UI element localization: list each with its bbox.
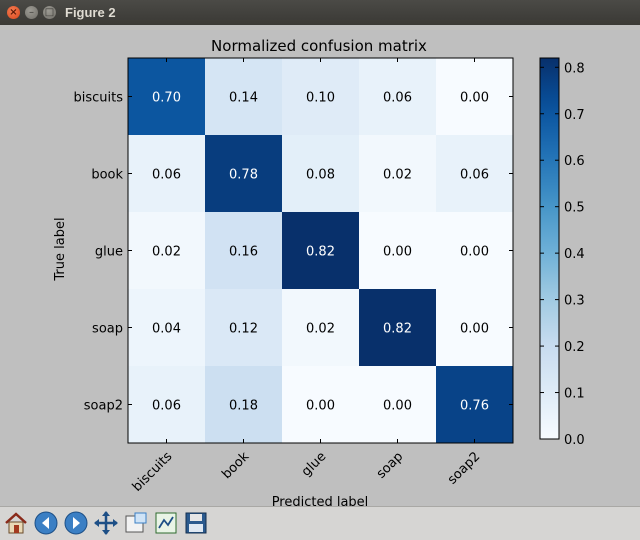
window-close-button[interactable]: × <box>7 6 20 19</box>
heatmap-cell <box>436 135 513 212</box>
heatmap-cell <box>205 212 282 289</box>
cell-value-label: 0.78 <box>229 168 258 183</box>
heatmap-cell <box>282 58 359 135</box>
y-tick-label: glue <box>95 245 123 260</box>
heatmap-cell <box>128 289 205 366</box>
heatmap-cell <box>128 366 205 443</box>
colorbar-tick-label: 0.5 <box>564 201 585 216</box>
save-button[interactable] <box>183 510 209 536</box>
cell-value-label: 0.00 <box>306 399 335 414</box>
heatmap-cell <box>436 58 513 135</box>
forward-button[interactable] <box>63 510 89 536</box>
cell-value-label: 0.04 <box>152 322 181 337</box>
zoom-button[interactable] <box>123 510 149 536</box>
heatmap-cell <box>359 212 436 289</box>
colorbar-tick-label: 0.2 <box>564 340 585 355</box>
colorbar-tick-label: 0.0 <box>564 433 585 448</box>
y-tick-label: soap <box>92 322 123 337</box>
y-axis-label: True label <box>53 217 68 281</box>
y-tick-label: biscuits <box>73 91 123 106</box>
zoom-rect-icon <box>125 512 147 533</box>
heatmap-cell <box>282 135 359 212</box>
cell-value-label: 0.06 <box>152 399 181 414</box>
subplots-button[interactable] <box>153 510 179 536</box>
cell-value-label: 0.82 <box>383 322 412 337</box>
colorbar-tick-label: 0.6 <box>564 154 585 169</box>
move-icon <box>94 511 118 535</box>
heatmap-cell <box>282 366 359 443</box>
cell-value-label: 0.06 <box>383 91 412 106</box>
heatmap-cell <box>128 58 205 135</box>
heatmap-cell <box>436 289 513 366</box>
navigation-toolbar <box>0 506 640 540</box>
chart-title: Normalized confusion matrix <box>211 37 427 55</box>
heatmap-cell <box>282 212 359 289</box>
heatmap-cell <box>205 289 282 366</box>
cell-value-label: 0.70 <box>152 91 181 106</box>
cell-value-label: 0.00 <box>460 322 489 337</box>
heatmap-cell <box>436 366 513 443</box>
heatmap-cell <box>359 58 436 135</box>
colorbar-tick-label: 0.7 <box>564 108 585 123</box>
back-button[interactable] <box>33 510 59 536</box>
window-maximize-button[interactable]: □ <box>43 6 56 19</box>
cell-value-label: 0.00 <box>460 245 489 260</box>
cell-value-label: 0.02 <box>152 245 181 260</box>
heatmap-cell <box>205 58 282 135</box>
cell-value-label: 0.00 <box>460 91 489 106</box>
cell-value-label: 0.18 <box>229 399 258 414</box>
home-icon <box>5 512 27 534</box>
pan-button[interactable] <box>93 510 119 536</box>
arrow-right-icon <box>64 511 88 535</box>
arrow-left-icon <box>34 511 58 535</box>
confusion-matrix-chart: Normalized confusion matrix 0.70 0.14 0.10… <box>53 37 585 506</box>
heatmap-cell <box>359 135 436 212</box>
cell-value-label: 0.10 <box>306 91 335 106</box>
y-tick-label: book <box>91 168 123 183</box>
x-tick-label: biscuits <box>130 449 176 495</box>
cell-value-label: 0.16 <box>229 245 258 260</box>
colorbar-tick-label: 0.3 <box>564 294 585 309</box>
cell-value-label: 0.76 <box>460 399 489 414</box>
heatmap-cell <box>205 135 282 212</box>
cell-value-label: 0.06 <box>152 168 181 183</box>
heatmap-cell <box>205 366 282 443</box>
window-titlebar: × – □ Figure 2 <box>0 0 640 26</box>
figure-canvas: Normalized confusion matrix 0.70 0.14 0.10… <box>0 25 640 506</box>
cell-value-label: 0.02 <box>383 168 412 183</box>
cell-value-label: 0.06 <box>460 168 489 183</box>
x-tick-label: book <box>219 449 252 482</box>
window-title: Figure 2 <box>65 5 116 20</box>
cell-value-label: 0.00 <box>383 245 412 260</box>
x-tick-label: glue <box>299 449 329 479</box>
subplots-icon <box>155 512 177 534</box>
colorbar-tick-label: 0.4 <box>564 247 585 262</box>
cell-value-label: 0.08 <box>306 168 335 183</box>
x-tick-label: soap <box>374 449 406 481</box>
cell-value-label: 0.12 <box>229 322 258 337</box>
floppy-icon <box>185 512 207 534</box>
colorbar-tick-label: 0.8 <box>564 61 585 76</box>
window-minimize-button[interactable]: – <box>25 6 38 19</box>
y-tick-label: soap2 <box>84 399 123 414</box>
cell-value-label: 0.82 <box>306 245 335 260</box>
heatmap-cell <box>436 212 513 289</box>
x-tick-label: soap2 <box>445 449 483 487</box>
heatmap-cell <box>359 289 436 366</box>
cell-value-label: 0.00 <box>383 399 412 414</box>
heatmap-cell <box>282 289 359 366</box>
heatmap-cell <box>359 366 436 443</box>
home-button[interactable] <box>3 510 29 536</box>
heatmap-cell <box>128 212 205 289</box>
colorbar <box>539 57 560 440</box>
cell-value-label: 0.14 <box>229 91 258 106</box>
x-axis-label: Predicted label <box>272 495 369 506</box>
colorbar-tick-label: 0.1 <box>564 387 585 402</box>
heatmap-cell <box>128 135 205 212</box>
cell-value-label: 0.02 <box>306 322 335 337</box>
